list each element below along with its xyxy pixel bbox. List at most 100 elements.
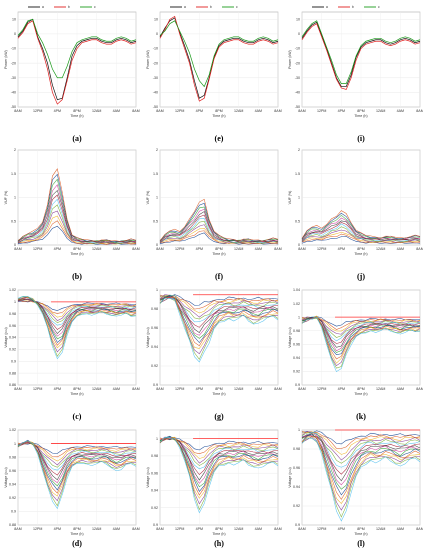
panel-label: (b): [72, 272, 82, 281]
y-tick-label: 0.9: [11, 359, 16, 363]
y-tick-label: 0.96: [293, 342, 300, 346]
y-axis-label: Voltage (p.u): [146, 327, 150, 347]
y-tick-label: 0.98: [151, 454, 158, 458]
y-tick-label: 0.9: [153, 523, 158, 527]
x-tick-label: 4PM: [54, 109, 61, 113]
x-tick-label: 12PM: [175, 247, 184, 251]
y-axis-label: Voltage (p.u): [288, 327, 292, 347]
x-tick-label: 8PM: [73, 109, 80, 113]
x-tick-label: 8AM: [156, 109, 163, 113]
legend-label: c: [378, 5, 380, 9]
series-line: [159, 228, 279, 244]
x-tick-label: 8AM: [416, 247, 423, 251]
x-tick-label: 12AM: [234, 387, 243, 391]
series-line: [17, 215, 137, 245]
series-line: [301, 231, 421, 244]
x-tick-label: 8AM: [14, 527, 21, 531]
y-tick-label: 10: [296, 18, 300, 22]
legend-label: a: [326, 5, 328, 9]
x-tick-label: 12AM: [376, 247, 385, 251]
series-line: [17, 20, 137, 105]
x-tick-label: 8AM: [156, 247, 163, 251]
x-tick-label: 12AM: [234, 109, 243, 113]
y-tick-label: 0.92: [151, 364, 158, 368]
series-line: [301, 315, 421, 360]
series-line: [17, 220, 137, 245]
x-tick-label: 8AM: [298, 387, 305, 391]
y-tick-label: 2: [156, 148, 158, 152]
x-tick-label: 8AM: [14, 247, 21, 251]
series-line: [159, 437, 279, 476]
series-line: [17, 442, 137, 481]
y-tick-label: -40: [153, 91, 158, 95]
y-tick-label: -50: [11, 105, 16, 109]
series-line: [301, 212, 421, 240]
x-tick-label: 12PM: [33, 387, 42, 391]
y-tick-label: 1: [156, 196, 158, 200]
x-tick-label: 4AM: [397, 247, 404, 251]
x-tick-label: 8PM: [215, 387, 222, 391]
series-line: [159, 15, 279, 102]
y-tick-label: -40: [11, 91, 16, 95]
series-line: [17, 168, 137, 242]
x-tick-label: 4AM: [255, 527, 262, 531]
y-axis-label: Voltage (p.u): [4, 327, 8, 347]
legend-label: c: [94, 5, 96, 9]
y-tick-label: 0.96: [9, 324, 16, 328]
series-line: [301, 317, 421, 348]
series-line: [159, 437, 279, 514]
series-line: [301, 21, 421, 87]
x-tick-label: 8PM: [73, 247, 80, 251]
y-tick-label: 10: [154, 18, 158, 22]
y-tick-label: 0.88: [9, 371, 16, 375]
x-axis-label: Time (h): [212, 392, 225, 396]
x-tick-label: 8AM: [132, 527, 139, 531]
y-tick-label: 1: [156, 288, 158, 292]
series-line: [301, 316, 421, 352]
series-line: [159, 294, 279, 306]
series-line: [17, 18, 137, 79]
panel-label: (e): [215, 134, 224, 143]
series-line: [17, 441, 137, 466]
series-line: [17, 178, 137, 243]
x-tick-label: 12PM: [175, 527, 184, 531]
x-tick-label: 4PM: [196, 527, 203, 531]
x-tick-label: 8PM: [73, 387, 80, 391]
series-line: [301, 435, 421, 500]
series-line: [17, 440, 137, 510]
y-tick-label: 0.92: [293, 504, 300, 508]
series-line: [159, 218, 279, 243]
y-tick-label: 0.86: [9, 383, 16, 387]
series-line: [301, 437, 421, 518]
y-tick-label: 1: [14, 196, 16, 200]
x-tick-label: 4AM: [113, 109, 120, 113]
y-tick-label: 0.5: [153, 219, 158, 223]
y-tick-label: 10: [12, 18, 16, 22]
y-tick-label: 0.94: [9, 336, 16, 340]
x-axis-label: Time (h): [212, 252, 225, 256]
x-axis-label: Time (h): [354, 392, 367, 396]
series-line: [159, 295, 279, 328]
panel-label: (l): [357, 539, 365, 548]
x-tick-label: 12PM: [317, 387, 326, 391]
y-tick-label: -10: [295, 47, 300, 51]
x-tick-label: 8AM: [274, 527, 281, 531]
y-tick-label: 1: [14, 442, 16, 446]
series-line: [301, 23, 421, 90]
y-tick-label: 0.92: [9, 496, 16, 500]
x-tick-label: 4AM: [255, 109, 262, 113]
y-tick-label: 0.5: [11, 219, 16, 223]
x-axis-label: Time (h): [354, 252, 367, 256]
y-tick-label: 0.98: [293, 447, 300, 451]
x-tick-label: 8AM: [416, 387, 423, 391]
y-tick-label: 0: [14, 243, 16, 247]
y-tick-label: 1.04: [293, 288, 300, 292]
y-tick-label: 2: [14, 148, 16, 152]
series-line: [159, 17, 279, 99]
y-tick-label: 0: [298, 32, 300, 36]
y-tick-label: 2: [298, 148, 300, 152]
series-line: [301, 317, 421, 369]
y-tick-label: 0.98: [9, 455, 16, 459]
